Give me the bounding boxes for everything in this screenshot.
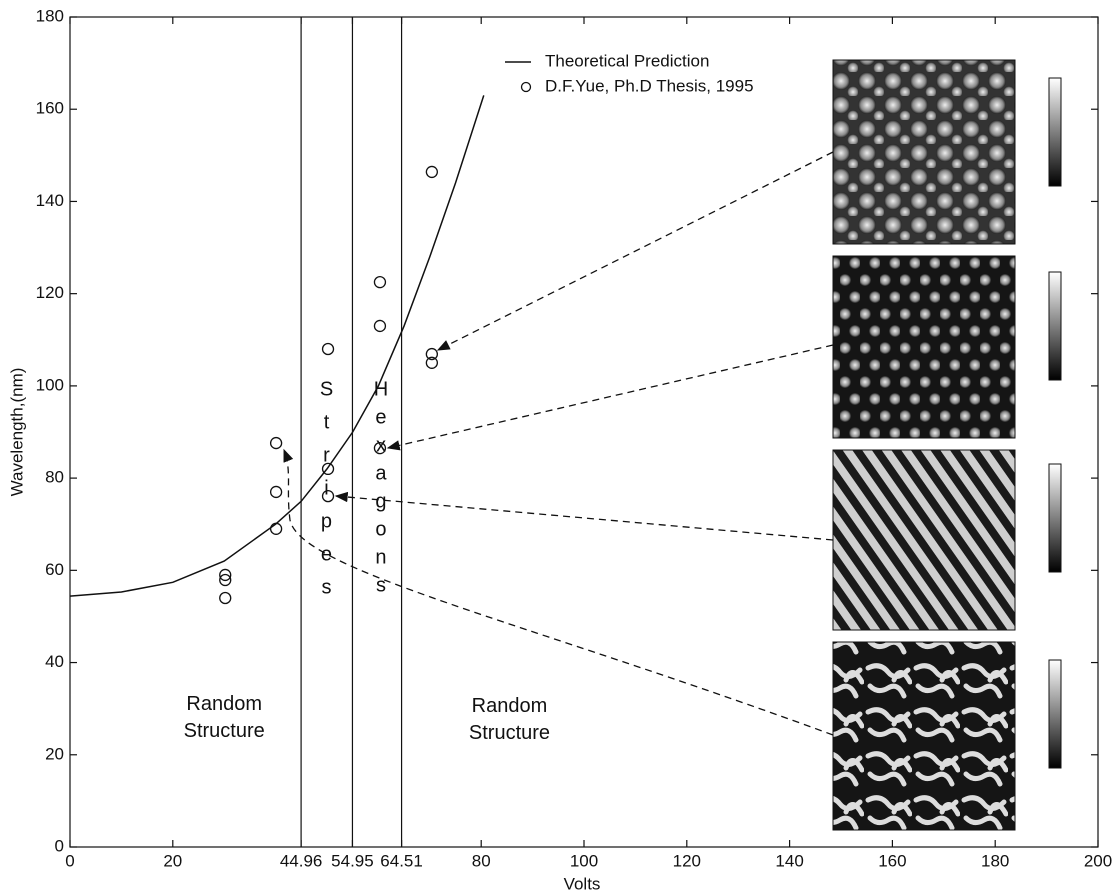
colorbar [1048, 271, 1062, 381]
theory-curve [69, 95, 485, 597]
colorbar [1048, 77, 1062, 187]
x-tick-label: 160 [878, 851, 906, 870]
inset-images [832, 59, 1062, 831]
x-tick-label: 0 [65, 851, 74, 870]
x-tick-label: 80 [472, 851, 491, 870]
x-tick-label: 120 [673, 851, 701, 870]
y-tick-label: 0 [55, 836, 64, 855]
x-tick-label: 180 [981, 851, 1009, 870]
image-hexagons [832, 255, 1016, 439]
colorbar [1048, 463, 1062, 573]
image-random [832, 59, 1016, 245]
y-tick-label: 160 [36, 99, 64, 118]
x-tick-label: 140 [775, 851, 803, 870]
y-axis-label: Wavelength,(nm) [7, 368, 26, 497]
legend-label: Theoretical Prediction [545, 51, 709, 70]
x-tick-label: 200 [1084, 851, 1112, 870]
x-axis-label: Volts [564, 874, 601, 893]
data-point [373, 441, 387, 455]
data-point [321, 462, 335, 476]
arrow [283, 448, 834, 736]
arrow [436, 151, 834, 351]
data-point [219, 568, 232, 582]
x-tick-label: 100 [570, 851, 598, 870]
region-label: Random Structure [469, 695, 550, 744]
data-point [269, 522, 283, 535]
y-tick-label: 40 [45, 652, 64, 671]
arrows [283, 151, 834, 736]
image-stripes [832, 449, 1016, 631]
data-point [373, 319, 387, 333]
colorbar [1048, 659, 1062, 769]
x-tick-label: 64.51 [380, 851, 423, 870]
data-point [269, 436, 283, 450]
legend-marker [520, 81, 532, 93]
image-worms [832, 641, 1016, 831]
x-tick-label: 20 [163, 851, 182, 870]
y-tick-label: 180 [36, 6, 64, 25]
x-tick-label: 44.96 [280, 851, 323, 870]
x-tick-label: 54.95 [331, 851, 374, 870]
y-tick-label: 80 [45, 468, 64, 487]
arrow [386, 344, 834, 451]
y-tick-label: 60 [45, 560, 64, 579]
data-point [425, 347, 439, 361]
legend-label: D.F.Yue, Ph.D Thesis, 1995 [545, 76, 754, 95]
data-point [219, 591, 232, 605]
arrow [334, 491, 834, 541]
data-point [269, 485, 283, 499]
y-tick-label: 100 [36, 375, 64, 394]
data-point [373, 275, 387, 289]
y-tick-label: 20 [45, 744, 64, 763]
data-point [219, 573, 232, 587]
data-point [425, 356, 439, 369]
region-label: Random Structure [184, 693, 265, 742]
data-point [321, 489, 335, 503]
y-tick-label: 140 [36, 191, 64, 210]
data-point [321, 342, 335, 356]
data-point [425, 165, 439, 179]
y-tick-label: 120 [36, 283, 64, 302]
